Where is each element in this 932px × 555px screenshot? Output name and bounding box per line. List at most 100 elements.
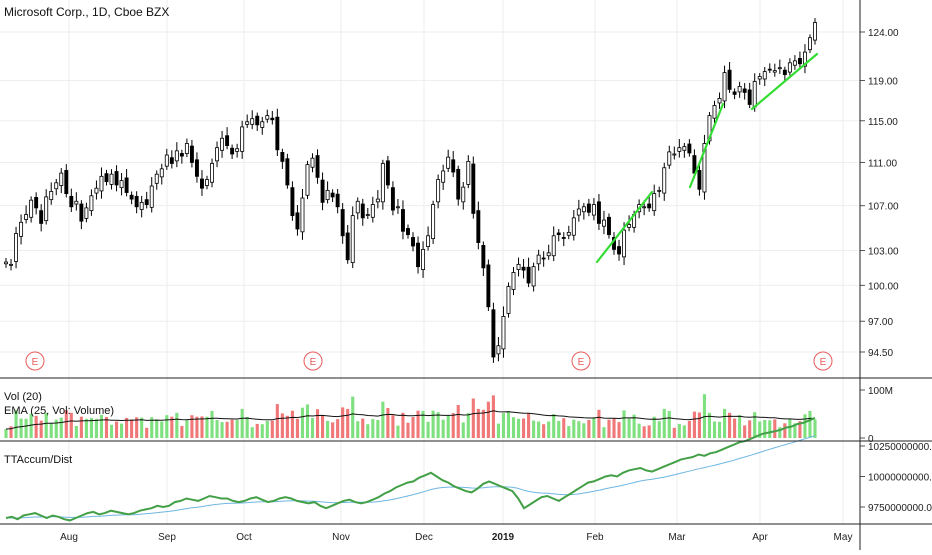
candle-body [617, 246, 621, 255]
accum-tick-label: 9750000000.00 [868, 503, 932, 514]
time-tick-label: Apr [752, 532, 768, 543]
candle-body [315, 155, 320, 178]
volume-bar [300, 407, 305, 438]
price-tick-label: 124.00 [868, 28, 899, 39]
candle-body [431, 204, 436, 240]
candle-body [737, 86, 742, 93]
candle-body [189, 145, 194, 163]
volume-bar [89, 417, 93, 438]
volume-bar [707, 412, 712, 438]
candle-body [622, 229, 627, 258]
candle-body [792, 60, 797, 66]
candle-body [119, 180, 124, 189]
earnings-marker[interactable] [25, 351, 45, 371]
candle-body [647, 203, 652, 209]
volume-bar [24, 418, 28, 438]
volume-bar [738, 415, 742, 438]
volume-bar [260, 424, 264, 438]
volume-bar [582, 423, 586, 438]
trendline[interactable] [595, 190, 654, 264]
volume-bar [808, 411, 812, 438]
volume-bar [682, 425, 686, 438]
volume-bar [416, 410, 420, 438]
volume-bar [200, 416, 204, 438]
volume-bar [813, 419, 817, 438]
volume-bar [54, 419, 58, 438]
candle-body [752, 81, 757, 108]
volume-bar [773, 419, 777, 438]
price-axis: 124.00 119.00 115.00 111.00 107.00 103.00 100.… [860, 28, 899, 359]
volume-bar [69, 412, 73, 438]
volume-pane-title: Vol (20) [4, 391, 42, 403]
volume-bar [436, 412, 440, 438]
candle-body [471, 163, 476, 214]
volume-bar [778, 427, 782, 438]
volume-bar [305, 404, 310, 438]
volume-bar [667, 411, 671, 438]
volume-bar [125, 417, 129, 438]
candle-body [380, 163, 385, 203]
candle-body [325, 189, 330, 201]
volume-bar [230, 419, 234, 438]
candle-body [74, 200, 79, 205]
candle-body [345, 232, 350, 261]
candle-body [390, 187, 395, 211]
candle-body [365, 214, 370, 216]
candle-body [642, 206, 647, 209]
candle-body [205, 179, 209, 186]
candle-body [702, 143, 707, 193]
volume-axis: 100M 0 [860, 386, 893, 445]
earnings-marker[interactable] [571, 351, 591, 371]
volume-bar [687, 420, 691, 438]
candle-body [24, 214, 29, 220]
candle-body [355, 200, 360, 214]
volume-bar [29, 413, 33, 438]
candle-body [727, 69, 732, 90]
trendline[interactable] [750, 52, 819, 111]
candle-body [566, 231, 571, 236]
volume-bar [361, 418, 365, 438]
volume-bar [522, 418, 526, 438]
candle-body [179, 153, 184, 157]
candle-body [481, 245, 486, 269]
volume-bar [14, 409, 18, 438]
candle-body [295, 212, 300, 230]
candle-body [742, 88, 747, 93]
candle-body [787, 62, 792, 73]
volume-tick-label: 0 [868, 434, 874, 445]
candle-body [466, 160, 471, 185]
volume-bar [250, 427, 254, 438]
candle-body [104, 173, 109, 183]
trendline[interactable] [688, 102, 725, 189]
candle-body [732, 91, 737, 95]
volume-bar [657, 421, 661, 438]
volume-bar [381, 401, 385, 438]
volume-bar [326, 420, 330, 438]
price-tick-label: 115.00 [868, 117, 898, 128]
candle-body [782, 69, 787, 75]
volume-bar [748, 420, 752, 438]
candle-body [350, 215, 355, 264]
volume-bar [672, 427, 676, 438]
candle-body [210, 163, 214, 183]
candle-body [456, 168, 461, 200]
candle-body [496, 345, 501, 355]
volume-bar [240, 408, 244, 438]
earnings-marker[interactable] [303, 351, 323, 371]
volume-bar [461, 422, 465, 438]
volume-bar [572, 419, 576, 438]
volume-bar [270, 420, 274, 438]
candle-body [627, 224, 632, 228]
candle-body [486, 264, 491, 308]
volume-bar [612, 418, 616, 438]
earnings-marker[interactable] [813, 351, 833, 371]
trendlines[interactable] [595, 52, 819, 264]
candle-body [747, 89, 752, 105]
volume-bar [466, 413, 470, 438]
volume-bar [160, 421, 164, 438]
volume-bar [130, 419, 134, 438]
volume-bar [577, 421, 581, 438]
